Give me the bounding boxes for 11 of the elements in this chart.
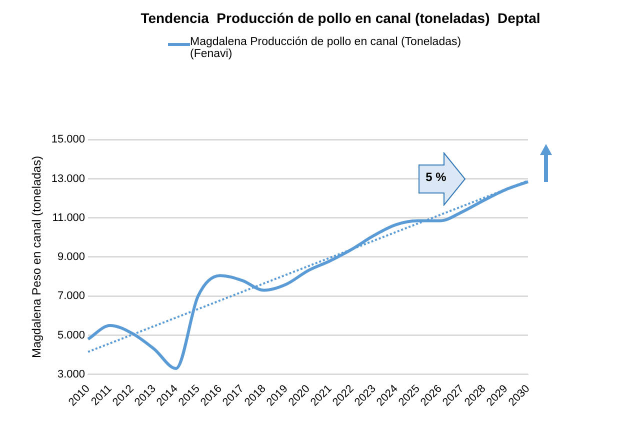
y-tick-label: 15.000: [51, 134, 86, 146]
y-tick-label: 7.000: [58, 290, 86, 302]
legend-label: Magdalena Producción de pollo en canal (Toneladas) (Fenavi): [190, 36, 462, 60]
y-axis-title: Magdalena Peso en canal (toneladas): [30, 156, 44, 358]
y-tick-label: 13.000: [51, 172, 86, 185]
annotation: 5 %: [424, 170, 448, 184]
y-tick-label: 9.000: [58, 251, 86, 264]
y-tick-label: 3.000: [58, 368, 86, 380]
chart-title: Tendencia Producción de pollo en canal (toneladas) Deptal: [140, 9, 542, 26]
y-tick-label: 5.000: [58, 329, 86, 342]
y-tick-label: 11.000: [52, 212, 86, 224]
